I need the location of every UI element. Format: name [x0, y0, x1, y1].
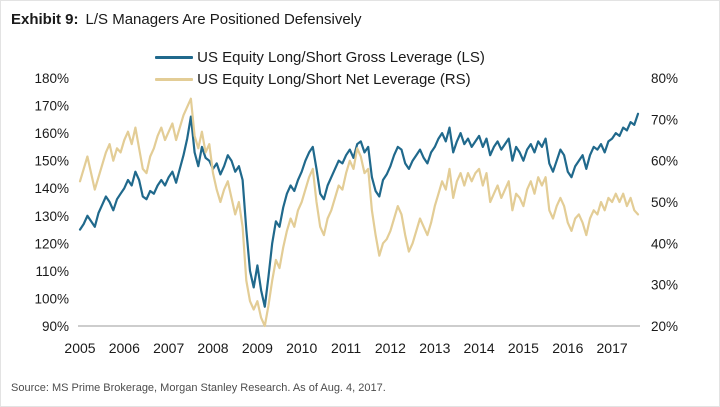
- right-axis-tick-label: 40%: [651, 236, 678, 251]
- x-axis-year-label: 2016: [552, 340, 583, 356]
- left-axis-tick-label: 120%: [34, 236, 69, 251]
- left-axis-tick-label: 90%: [42, 319, 69, 334]
- x-axis-year-label: 2009: [242, 340, 273, 356]
- x-axis-year-label: 2013: [419, 340, 450, 356]
- gross-leverage-line: [78, 112, 640, 308]
- left-axis-tick-label: 170%: [34, 99, 69, 114]
- exhibit-number: Exhibit 9:: [11, 11, 79, 28]
- left-axis-tick-label: 160%: [34, 126, 69, 141]
- net-leverage-line-swatch: [155, 77, 194, 81]
- left-axis-tick-label: 130%: [34, 209, 69, 224]
- net-leverage-line: [78, 97, 640, 328]
- x-axis-year-label: 2006: [109, 340, 140, 356]
- x-axis-year-label: 2012: [375, 340, 406, 356]
- left-axis-tick-label: 100%: [34, 291, 69, 306]
- source-note: Source: MS Prime Brokerage, Morgan Stanl…: [11, 382, 386, 394]
- exhibit-title: Exhibit 9: L/S Managers Are Positioned De…: [11, 11, 362, 28]
- x-axis-year-label: 2011: [331, 340, 361, 356]
- legend-label-gross-leverage: US Equity Long/Short Gross Leverage (LS): [197, 48, 485, 66]
- left-axis-tick-label: 140%: [34, 181, 69, 196]
- gross-leverage-line-swatch: [155, 55, 194, 59]
- left-axis-tick-label: 150%: [34, 154, 69, 169]
- right-axis-tick-label: 70%: [651, 112, 678, 127]
- left-axis-tick-label: 110%: [35, 264, 69, 279]
- x-axis-year-label: 2017: [597, 340, 628, 356]
- x-axis-year-label: 2015: [508, 340, 539, 356]
- exhibit-title-text: L/S Managers Are Positioned Defensively: [85, 11, 362, 28]
- x-axis-year-label: 2008: [197, 340, 228, 356]
- legend-item-gross-leverage: US Equity Long/Short Gross Leverage (LS): [155, 47, 485, 67]
- right-axis-tick-label: 80%: [651, 71, 678, 86]
- legend-label-net-leverage: US Equity Long/Short Net Leverage (RS): [197, 70, 471, 88]
- x-axis-year-label: 2007: [153, 340, 184, 356]
- left-axis-tick-label: 180%: [34, 71, 69, 86]
- right-axis-tick-label: 30%: [651, 278, 678, 293]
- right-axis-tick-label: 60%: [651, 154, 678, 169]
- right-axis-tick-label: 50%: [651, 195, 678, 210]
- x-axis-year-label: 2014: [464, 340, 495, 356]
- right-axis-tick-label: 20%: [651, 319, 678, 334]
- x-axis-year-label: 2010: [286, 340, 317, 356]
- x-axis-year-label: 2005: [64, 340, 95, 356]
- chart-legend: US Equity Long/Short Gross Leverage (LS)…: [155, 47, 485, 89]
- legend-item-net-leverage: US Equity Long/Short Net Leverage (RS): [155, 69, 471, 89]
